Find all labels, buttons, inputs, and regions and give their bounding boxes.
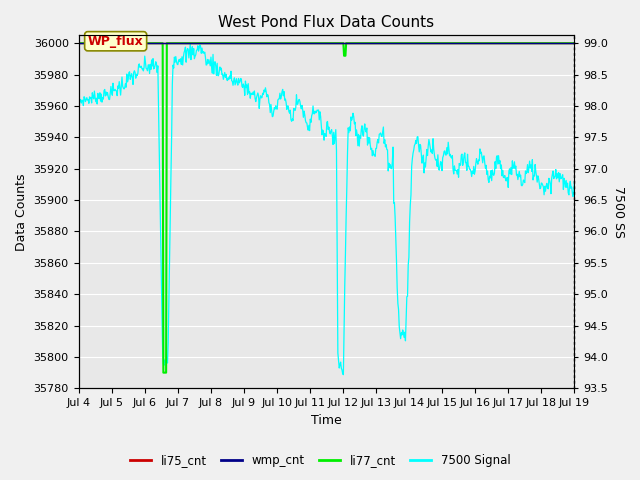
Text: WP_flux: WP_flux [88, 35, 143, 48]
Legend: li75_cnt, wmp_cnt, li77_cnt, 7500 Signal: li75_cnt, wmp_cnt, li77_cnt, 7500 Signal [125, 449, 515, 472]
X-axis label: Time: Time [311, 414, 342, 427]
Y-axis label: Data Counts: Data Counts [15, 173, 28, 251]
Title: West Pond Flux Data Counts: West Pond Flux Data Counts [218, 15, 435, 30]
Y-axis label: 7500 SS: 7500 SS [612, 186, 625, 238]
